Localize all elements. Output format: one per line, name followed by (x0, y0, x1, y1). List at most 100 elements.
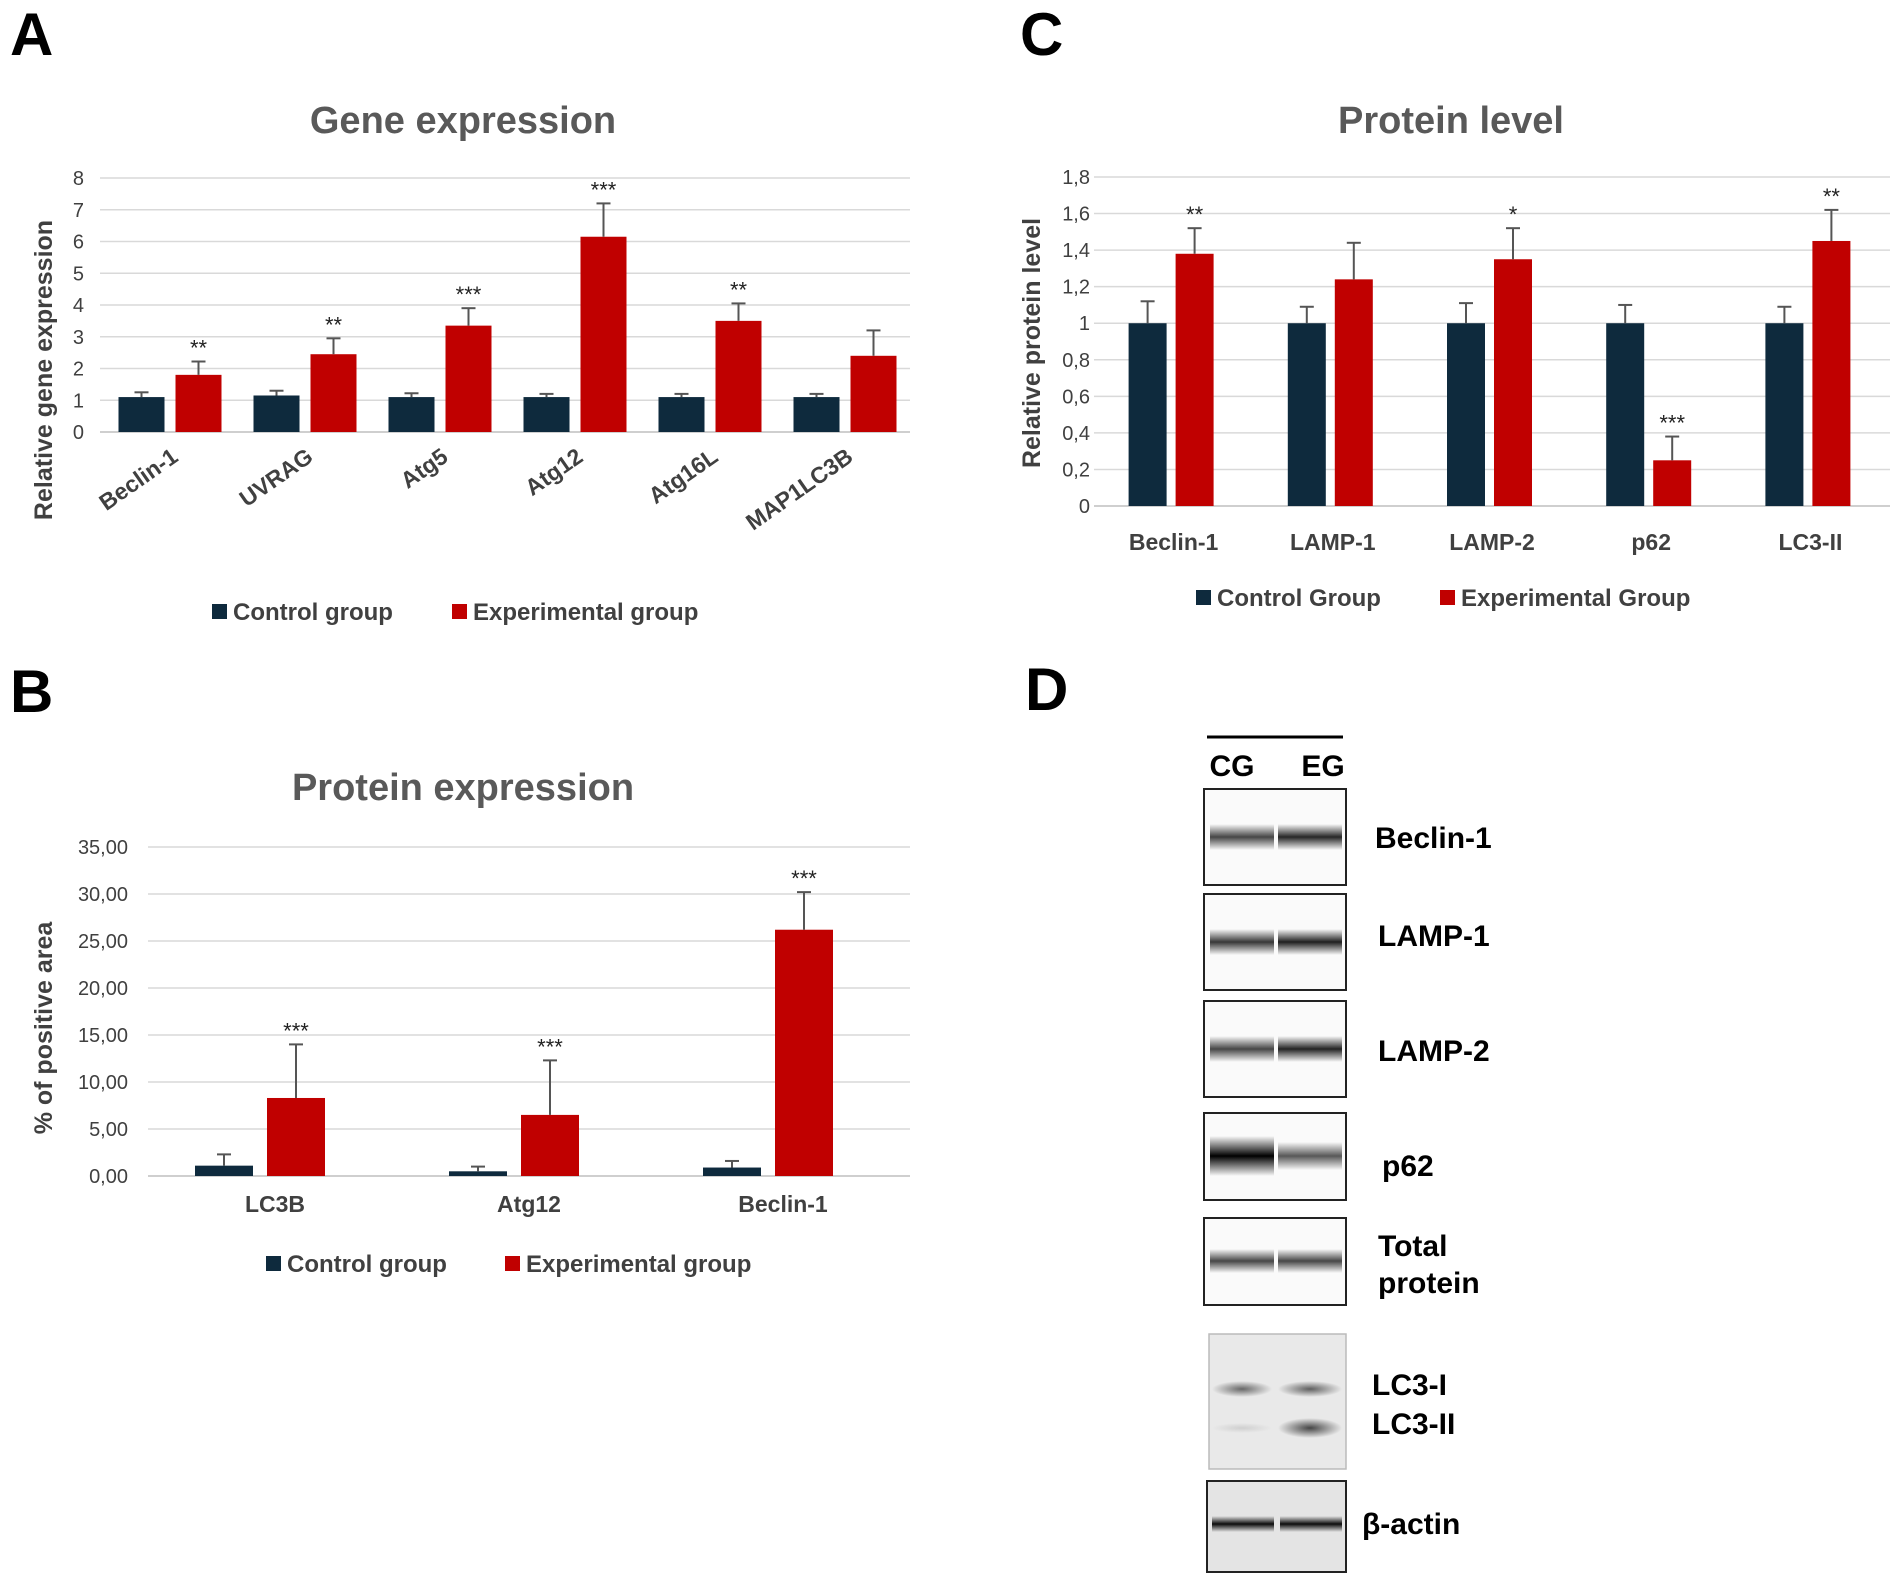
y-tick-label: 10,00 (78, 1072, 128, 1094)
bar-control (1287, 323, 1326, 506)
significance-label: *** (537, 1034, 563, 1059)
y-tick-label: 7 (73, 200, 84, 222)
legend-b-experimental-swatch (505, 1256, 520, 1271)
significance-label: ** (325, 312, 343, 337)
panel-letter-c: C (1020, 1, 1063, 68)
band-eg (1278, 929, 1342, 955)
band-cg (1210, 1036, 1274, 1062)
bar-control (388, 397, 435, 432)
chart-gene-expression: Gene expression Relative gene expression… (30, 100, 910, 626)
blot-label-p62: p62 (1382, 1150, 1434, 1183)
y-tick-label: 6 (73, 232, 84, 254)
chart-b-legend: Control group Experimental group (266, 1251, 751, 1278)
legend-c-experimental-label: Experimental Group (1461, 585, 1690, 612)
blot-row-total-protein: Total protein (1203, 1217, 1480, 1306)
significance-label: ** (1823, 184, 1841, 209)
blot-row-beta-actin: β-actin (1206, 1480, 1460, 1573)
y-tick-label: 1,6 (1062, 204, 1090, 226)
y-tick-label: 1,4 (1062, 240, 1090, 262)
bar-experimental (175, 374, 222, 432)
x-category-label: Beclin-1 (94, 443, 182, 516)
band-lc3-ii-cg (1212, 1423, 1272, 1433)
bar-experimental (521, 1114, 579, 1176)
x-category-label: Atg5 (396, 443, 453, 494)
blot-frame (1208, 1333, 1347, 1470)
chart-a-plot: 0 1 2 3 4 5 6 7 8 ** Beclin-1 ** UVRAG *** Atg5 *** Atg1… (73, 168, 910, 535)
chart-c-plot: 0 0,2 0,4 0,6 0,8 1 1,2 1,4 1,6 1,8 ** Beclin-1 LAMP… (1062, 167, 1890, 555)
band-eg (1278, 1036, 1342, 1062)
chart-protein-expression: Protein expression % of positive area 0,… (30, 767, 910, 1278)
chart-b-title: Protein expression (292, 767, 634, 809)
legend-c-control-label: Control Group (1217, 585, 1381, 612)
bar-control (793, 397, 840, 432)
significance-label: * (1509, 202, 1518, 227)
lane-label-cg: CG (1210, 750, 1255, 783)
bar-control (523, 397, 570, 432)
chart-a-ylabel: Relative gene expression (30, 220, 58, 520)
legend-a-control-swatch (212, 604, 227, 619)
y-tick-label: 5,00 (89, 1119, 128, 1141)
y-tick-label: 1 (73, 390, 84, 412)
y-tick-label: 25,00 (78, 931, 128, 953)
bar-experimental (580, 236, 627, 432)
bar-control (1606, 323, 1645, 506)
y-tick-label: 35,00 (78, 837, 128, 859)
blot-row-beclin-1: Beclin-1 (1203, 788, 1492, 886)
x-category-label: UVRAG (234, 443, 317, 512)
panel-letter-d: D (1025, 656, 1068, 723)
bar-control (253, 395, 300, 432)
chart-protein-level: Protein level Relative protein level 0 0,… (1018, 100, 1890, 612)
legend-b-control-label: Control group (287, 1251, 447, 1278)
blot-label-total: Total (1378, 1230, 1447, 1263)
x-category-label: Atg16L (644, 443, 723, 509)
blot-label-lc3-ii: LC3-II (1372, 1408, 1455, 1441)
band-eg (1278, 1249, 1342, 1273)
bar-experimental (267, 1097, 325, 1176)
significance-label: ** (1186, 202, 1204, 227)
blot-row-p62: p62 (1203, 1112, 1434, 1201)
y-tick-label: 2 (73, 359, 84, 381)
x-category-label: LAMP-2 (1449, 529, 1535, 555)
bar-control (1447, 323, 1485, 506)
band-cg (1212, 1516, 1274, 1532)
y-tick-label: 4 (73, 295, 84, 317)
y-tick-label: 0,8 (1062, 350, 1090, 372)
band-cg (1210, 1249, 1274, 1273)
y-tick-label: 0,6 (1062, 386, 1090, 408)
y-tick-label: 8 (73, 168, 84, 190)
bar-control (449, 1171, 507, 1176)
bar-experimental (850, 355, 897, 432)
significance-label: *** (791, 866, 817, 891)
significance-label: *** (1659, 411, 1685, 436)
bar-control (1128, 323, 1167, 506)
blot-label-beclin-1: Beclin-1 (1375, 822, 1492, 855)
blot-row-lamp-2: LAMP-2 (1203, 1000, 1490, 1098)
chart-a-title: Gene expression (310, 100, 616, 142)
legend-c-control-swatch (1196, 590, 1211, 605)
bar-control (195, 1165, 253, 1176)
band-cg (1210, 824, 1274, 850)
blot-label-beta-actin: β-actin (1362, 1508, 1460, 1541)
band-lc3-ii-eg (1278, 1418, 1342, 1438)
x-category-label: LAMP-1 (1290, 529, 1376, 555)
y-tick-label: 0 (73, 422, 84, 444)
bar-control (703, 1167, 761, 1176)
significance-label: ** (730, 277, 748, 302)
blot-row-lamp-1: LAMP-1 (1203, 893, 1490, 991)
significance-label: ** (190, 336, 208, 361)
x-category-label: Atg12 (520, 443, 587, 501)
x-category-label: MAP1LC3B (741, 443, 857, 535)
y-tick-label: 0,2 (1062, 459, 1090, 481)
significance-label: *** (591, 177, 617, 202)
bar-experimental (775, 929, 833, 1176)
legend-a-experimental-swatch (452, 604, 467, 619)
chart-b-plot: 0,00 5,00 10,00 15,00 20,00 25,00 30,00 35,00 **… (78, 837, 910, 1217)
y-tick-label: 1 (1079, 313, 1090, 335)
panel-letter-a: A (10, 1, 53, 68)
y-tick-label: 1,2 (1062, 277, 1090, 299)
x-category-label: p62 (1631, 529, 1671, 555)
blot-label-protein: protein (1378, 1267, 1480, 1300)
y-tick-label: 0 (1079, 496, 1090, 518)
legend-b-experimental-label: Experimental group (526, 1251, 751, 1278)
legend-a-experimental-label: Experimental group (473, 599, 698, 626)
